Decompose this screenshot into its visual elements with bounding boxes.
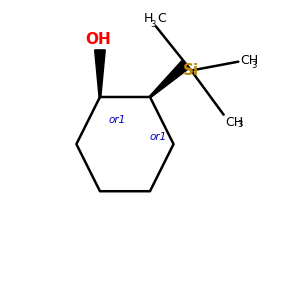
Text: 3: 3 — [252, 61, 257, 70]
Text: CH: CH — [225, 116, 243, 128]
Text: or1: or1 — [109, 115, 126, 125]
Text: 3: 3 — [150, 20, 156, 29]
Text: OH: OH — [85, 32, 111, 47]
Text: 3: 3 — [237, 120, 242, 129]
Text: H: H — [144, 12, 153, 25]
Text: C: C — [158, 12, 166, 25]
Polygon shape — [149, 61, 189, 98]
Text: or1: or1 — [150, 132, 167, 142]
Text: CH: CH — [240, 54, 258, 67]
Text: Si: Si — [183, 63, 199, 78]
Polygon shape — [94, 50, 105, 97]
